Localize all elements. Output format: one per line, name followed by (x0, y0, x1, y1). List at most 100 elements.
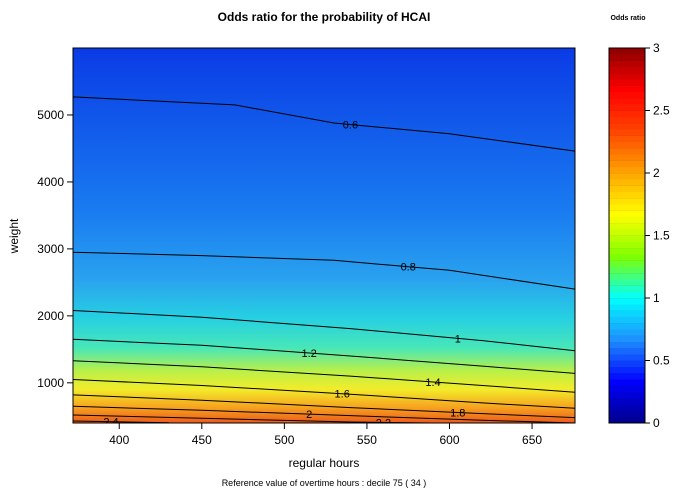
x-tick-label: 600 (439, 433, 459, 447)
colorbar-band (609, 335, 645, 343)
colorbar-band (609, 404, 645, 411)
colorbar-band (609, 79, 645, 86)
colorbar-band (609, 385, 645, 393)
colorbar-band (609, 285, 645, 293)
colorbar (608, 47, 646, 424)
colorbar-title: Odds ratio (610, 15, 645, 22)
colorbar-band (609, 154, 645, 161)
contour-label: 2.4 (103, 417, 118, 429)
colorbar-band (609, 341, 645, 349)
colorbar-band (609, 254, 645, 261)
colorbar-band (609, 135, 645, 143)
colorbar-tick-label: 2 (653, 166, 660, 180)
colorbar-band (609, 229, 645, 236)
contour-label: 2 (306, 409, 312, 421)
y-tick-label: 2000 (37, 309, 64, 323)
contour-label: 1.4 (425, 377, 440, 389)
contour-line (73, 394, 575, 419)
colorbar-band (609, 98, 645, 105)
colorbar-band (609, 48, 645, 55)
x-tick-label: 650 (522, 433, 542, 447)
colorbar-band (609, 410, 645, 418)
colorbar-band (609, 110, 645, 118)
colorbar-band (609, 223, 645, 230)
colorbar-band (609, 260, 645, 268)
colorbar-band (609, 91, 645, 99)
colorbar-band (609, 116, 645, 124)
colorbar-band (609, 279, 645, 286)
colorbar-band (609, 160, 645, 168)
colorbar-band (609, 391, 645, 399)
y-tick-label: 1000 (37, 376, 64, 390)
colorbar-tick-label: 1.5 (653, 229, 670, 243)
colorbar-band (609, 216, 645, 224)
colorbar-band (609, 204, 645, 211)
colorbar-band (609, 85, 645, 93)
x-tick-label: 400 (109, 433, 129, 447)
contour-lines: 0.6 0.8 1 1.2 1.4 1.6 1.8 2 2.2 2.4 (73, 96, 575, 429)
contour-label: 1.2 (301, 348, 316, 360)
colorbar-band (609, 373, 645, 380)
colorbar-band (609, 66, 645, 74)
plot-frame (72, 47, 576, 424)
y-tick-label: 4000 (37, 175, 64, 189)
colorbar-band (609, 366, 645, 374)
colorbar-band (609, 129, 645, 136)
colorbar-band (609, 60, 645, 68)
contour-label: 1.8 (450, 407, 465, 419)
colorbar-band (609, 166, 645, 174)
contour-label: 1.6 (335, 389, 350, 401)
colorbar-tick-label: 1 (653, 291, 660, 305)
contour-line (73, 338, 575, 374)
colorbar-band (609, 316, 645, 324)
reference-caption: Reference value of overtime hours : deci… (222, 478, 427, 488)
colorbar-band (609, 235, 645, 243)
chart-title: Odds ratio for the probability of HCAI (218, 10, 431, 24)
colorbar-band (609, 104, 645, 111)
contour-line (73, 420, 169, 423)
colorbar-band (609, 329, 645, 336)
x-tick-label: 450 (192, 433, 212, 447)
colorbar-band (609, 348, 645, 355)
colorbar-band (609, 173, 645, 180)
contour-label: 0.6 (343, 120, 358, 132)
x-axis: 400 450 500 550 600 650 (109, 423, 542, 447)
colorbar-band (609, 304, 645, 311)
colorbar-band (609, 323, 645, 330)
colorbar-band (609, 141, 645, 149)
colorbar-band (609, 360, 645, 368)
colorbar-band (609, 123, 645, 130)
colorbar-tick-label: 0 (653, 416, 660, 430)
colorbar-band (609, 191, 645, 199)
colorbar-band (609, 179, 645, 186)
colorbar-tick-label: 2.5 (653, 104, 670, 118)
colorbar-band (609, 266, 645, 274)
plot-area (73, 48, 575, 423)
colorbar-tick-label: 3 (653, 41, 660, 55)
x-tick-label: 500 (274, 433, 294, 447)
contour-line (73, 96, 575, 152)
colorbar-band (609, 54, 645, 61)
colorbar-band (609, 248, 645, 255)
colorbar-band (609, 291, 645, 299)
colorbar-band (609, 398, 645, 405)
colorbar-band (609, 210, 645, 218)
colorbar-band (609, 198, 645, 205)
x-tick-label: 550 (357, 433, 377, 447)
x-axis-label: regular hours (289, 456, 360, 470)
colorbar-band (609, 298, 645, 305)
y-axis-label: weight (7, 218, 21, 254)
contour-label: 2.2 (376, 417, 391, 429)
colorbar-band (609, 354, 645, 361)
contour-label: 0.8 (401, 262, 416, 274)
colorbar-band (609, 73, 645, 80)
contour-line (73, 251, 575, 290)
colorbar-band (609, 148, 645, 155)
y-tick-label: 5000 (37, 108, 64, 122)
contour-label: 1 (455, 333, 461, 345)
colorbar-band (609, 379, 645, 386)
y-tick-label: 3000 (37, 242, 64, 256)
colorbar-band (609, 185, 645, 193)
contour-line (73, 405, 575, 423)
